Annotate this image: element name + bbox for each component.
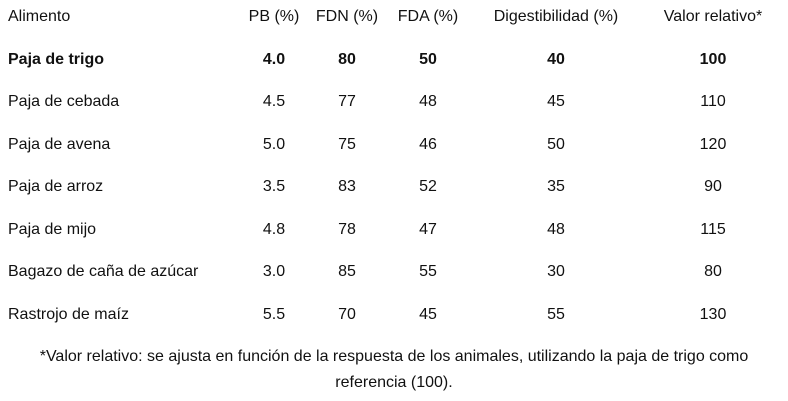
cell-fdn: 85 bbox=[338, 263, 356, 280]
cell-pb: 5.5 bbox=[262, 306, 286, 323]
cell-valor-relativo: 130 bbox=[699, 306, 727, 323]
cell-digestibilidad: 35 bbox=[547, 178, 565, 195]
header-fdn: FDN (%) bbox=[315, 8, 379, 25]
cell-fdn: 77 bbox=[338, 93, 356, 110]
table-row: Paja de mijo 4.8 78 47 48 115 bbox=[0, 217, 788, 243]
table-row: Paja de arroz 3.5 83 52 35 90 bbox=[0, 174, 788, 200]
cell-pb: 4.0 bbox=[262, 51, 286, 68]
cell-alimento: Paja de cebada bbox=[8, 93, 120, 110]
cell-fda: 48 bbox=[419, 93, 437, 110]
cell-fda: 45 bbox=[419, 306, 437, 323]
cell-fda: 52 bbox=[419, 178, 437, 195]
cell-alimento: Paja de mijo bbox=[8, 221, 97, 238]
cell-valor-relativo: 90 bbox=[704, 178, 722, 195]
cell-fda: 46 bbox=[419, 136, 437, 153]
cell-pb: 5.0 bbox=[262, 136, 286, 153]
cell-alimento: Bagazo de caña de azúcar bbox=[8, 263, 199, 280]
table-row: Bagazo de caña de azúcar 3.0 85 55 30 80 bbox=[0, 259, 788, 285]
cell-pb: 3.0 bbox=[262, 263, 286, 280]
cell-alimento: Paja de arroz bbox=[8, 178, 104, 195]
cell-alimento: Paja de avena bbox=[8, 136, 111, 153]
header-digestibilidad: Digestibilidad (%) bbox=[493, 8, 619, 25]
cell-fdn: 80 bbox=[338, 51, 356, 68]
table-row: Rastrojo de maíz 5.5 70 45 55 130 bbox=[0, 302, 788, 328]
table-footnote: *Valor relativo: se ajusta en función de… bbox=[39, 348, 749, 391]
cell-digestibilidad: 50 bbox=[547, 136, 565, 153]
cell-fdn: 83 bbox=[338, 178, 356, 195]
cell-fdn: 75 bbox=[338, 136, 356, 153]
table-row: Paja de cebada 4.5 77 48 45 110 bbox=[0, 89, 788, 115]
header-fda: FDA (%) bbox=[397, 8, 459, 25]
cell-valor-relativo: 115 bbox=[700, 221, 726, 238]
table-row: Paja de avena 5.0 75 46 50 120 bbox=[0, 132, 788, 158]
header-pb: PB (%) bbox=[248, 8, 300, 25]
cell-pb: 3.5 bbox=[262, 178, 286, 195]
cell-fda: 50 bbox=[419, 51, 437, 68]
cell-alimento: Rastrojo de maíz bbox=[8, 306, 129, 323]
cell-fdn: 78 bbox=[338, 221, 356, 238]
cell-alimento: Paja de trigo bbox=[8, 51, 105, 68]
cell-fda: 55 bbox=[419, 263, 437, 280]
table-row: Paja de trigo 4.0 80 50 40 100 bbox=[0, 47, 788, 73]
cell-valor-relativo: 120 bbox=[699, 136, 727, 153]
cell-pb: 4.5 bbox=[262, 93, 286, 110]
cell-digestibilidad: 55 bbox=[547, 306, 565, 323]
header-alimento: Alimento bbox=[8, 8, 71, 25]
cell-digestibilidad: 40 bbox=[547, 51, 565, 68]
cell-digestibilidad: 48 bbox=[547, 221, 565, 238]
cell-valor-relativo: 110 bbox=[700, 93, 726, 110]
table-header-row: Alimento PB (%) FDN (%) FDA (%) Digestib… bbox=[0, 4, 788, 30]
cell-fda: 47 bbox=[419, 221, 437, 238]
cell-valor-relativo: 100 bbox=[699, 51, 727, 68]
cell-digestibilidad: 30 bbox=[547, 263, 565, 280]
cell-valor-relativo: 80 bbox=[704, 263, 722, 280]
cell-digestibilidad: 45 bbox=[547, 93, 565, 110]
cell-pb: 4.8 bbox=[262, 221, 286, 238]
cell-fdn: 70 bbox=[338, 306, 356, 323]
header-valor-relativo: Valor relativo* bbox=[663, 8, 763, 25]
